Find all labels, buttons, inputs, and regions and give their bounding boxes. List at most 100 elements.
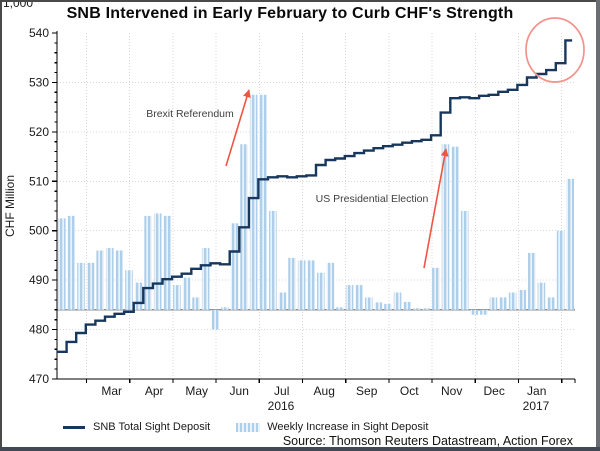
- bar: [307, 260, 316, 310]
- bar: [77, 262, 85, 310]
- source-credit: Source: Thomson Reuters Datastream, Acti…: [282, 434, 573, 448]
- bar: [403, 301, 411, 310]
- bar: [345, 285, 354, 310]
- bar: [547, 297, 555, 310]
- annotation-text: US Presidential Election: [316, 193, 429, 205]
- month-label: Jun: [230, 384, 249, 398]
- bar: [125, 270, 133, 310]
- annotation-arrow: [423, 148, 449, 269]
- month-label: May: [185, 384, 208, 398]
- y-tick-label: 510: [29, 174, 49, 188]
- month-label: Oct: [400, 384, 419, 398]
- bar: [364, 297, 373, 310]
- bar: [96, 250, 104, 310]
- bar: [201, 248, 210, 310]
- bar: [249, 94, 258, 310]
- y-tick-label: 530: [29, 75, 49, 89]
- bar: [432, 267, 440, 310]
- frame-border-bottom: [0, 447, 600, 451]
- month-label: Aug: [314, 384, 335, 398]
- bar: [115, 250, 124, 310]
- y-tick-label: 540: [29, 26, 49, 40]
- legend: SNB Total Sight Deposit Weekly Increase …: [63, 421, 428, 433]
- bar: [508, 292, 517, 310]
- month-label: Jan: [527, 384, 546, 398]
- bar: [528, 252, 536, 310]
- month-label: Apr: [145, 384, 164, 398]
- legend-bars-swatch-icon: [236, 422, 261, 432]
- y-axis-title: CHF Million: [3, 175, 17, 237]
- legend-item-bars: Weekly Increase in Sight Deposit: [236, 421, 428, 433]
- bar: [144, 215, 152, 310]
- frame-border-right: [596, 0, 600, 451]
- legend-line-swatch-icon: [63, 425, 85, 429]
- bar: [470, 309, 479, 315]
- bar: [374, 302, 383, 310]
- bar: [163, 215, 172, 310]
- bar: [57, 218, 66, 310]
- bar: [422, 308, 431, 310]
- bar: [499, 297, 507, 310]
- annotation-arrow: [225, 89, 251, 167]
- bar: [316, 272, 325, 310]
- bar: [480, 309, 488, 315]
- annotations: Brexit Referendum US Presidential Electio…: [146, 17, 585, 269]
- bar: [441, 144, 450, 310]
- bar: [537, 282, 546, 310]
- bar: [297, 260, 306, 310]
- frame-border-left: [0, 0, 2, 451]
- highlight-circle: [525, 17, 585, 83]
- y-tick-label: 470: [29, 372, 49, 386]
- x-tick-labels: Mar Apr May Jun Jul Aug Sep Oct Nov Dec Jan 2016 201…: [101, 384, 549, 413]
- month-label: Jul: [274, 384, 289, 398]
- bar: [259, 94, 268, 310]
- bar: [393, 292, 402, 310]
- sight-deposit-line: [57, 39, 573, 353]
- year-label: 2016: [268, 399, 295, 413]
- bar: [288, 257, 296, 310]
- bar: [518, 290, 527, 310]
- bar: [489, 297, 498, 310]
- bar: [278, 292, 287, 310]
- month-label: Sep: [356, 384, 378, 398]
- clipped-corner-text: 1,000: [3, 0, 33, 10]
- bar: [221, 307, 229, 310]
- y-tick-label: 480: [29, 323, 49, 337]
- bar: [182, 277, 191, 310]
- bar: [67, 215, 76, 310]
- y-tick-label: 490: [29, 273, 49, 287]
- bar: [86, 262, 95, 310]
- y-tick-label: 520: [29, 125, 49, 139]
- annotation-text: Brexit Referendum: [146, 108, 234, 120]
- bar: [326, 262, 335, 310]
- frame-border-top: [0, 0, 600, 2]
- y-tick-label: 500: [29, 224, 49, 238]
- y-tick-labels: 470 480 490 500 510 520 530 540: [29, 26, 49, 386]
- gridlines: [57, 33, 575, 379]
- bar: [134, 282, 143, 310]
- year-label: 2017: [523, 399, 550, 413]
- month-label: Dec: [484, 384, 505, 398]
- bar: [566, 178, 575, 310]
- weekly-increase-bars: [57, 94, 575, 330]
- bar: [384, 303, 392, 310]
- bar: [105, 248, 114, 310]
- legend-label-line: SNB Total Sight Deposit: [93, 421, 211, 433]
- bar: [451, 146, 459, 310]
- bar: [269, 210, 277, 310]
- month-label: Mar: [101, 384, 122, 398]
- month-label: Nov: [441, 384, 462, 398]
- bar: [153, 213, 162, 310]
- bar: [355, 285, 363, 310]
- chart-title: SNB Intervened in Early February to Curb…: [66, 5, 514, 22]
- bar: [412, 308, 421, 310]
- bar: [211, 309, 220, 330]
- bar: [192, 297, 200, 310]
- bar: [556, 230, 565, 310]
- bar: [173, 285, 181, 310]
- legend-label-bars: Weekly Increase in Sight Deposit: [267, 421, 429, 433]
- bar: [230, 223, 239, 310]
- bar: [336, 307, 344, 310]
